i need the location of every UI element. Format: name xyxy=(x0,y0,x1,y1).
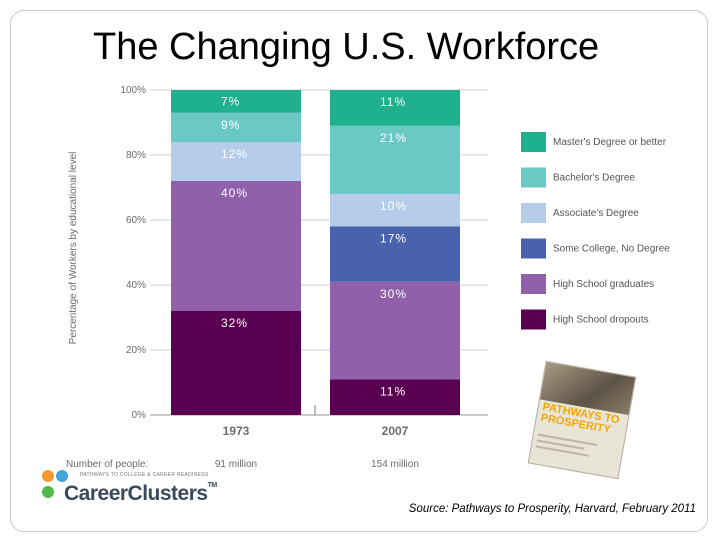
y-tick-label: 80% xyxy=(126,150,146,161)
logo-tagline: PATHWAYS TO COLLEGE & CAREER READINESS xyxy=(80,472,209,478)
bar-segment xyxy=(171,181,301,311)
bar-segment-label: 17% xyxy=(380,232,407,246)
bar-segment xyxy=(171,311,301,415)
bar-segment xyxy=(330,90,460,126)
legend-label: Bachelor's Degree xyxy=(553,173,635,184)
bar-segment-label: 9% xyxy=(221,118,240,132)
legend-label: Some College, No Degree xyxy=(553,244,670,255)
x-category-label: 2007 xyxy=(382,424,409,438)
chart-legend: Master's Degree or better Bachelor's Degr… xyxy=(521,132,670,330)
bar-segment xyxy=(330,194,460,227)
logo-trademark: TM xyxy=(207,482,218,489)
logo-wordmark: CareerClustersTM xyxy=(64,482,217,506)
legend-swatch xyxy=(521,132,546,152)
legend-swatch xyxy=(521,238,546,259)
legend-label: Master's Degree or better xyxy=(553,137,667,148)
bar-segment xyxy=(330,125,460,194)
people-label: Number of people: xyxy=(66,459,148,470)
legend-swatch xyxy=(521,274,546,294)
y-axis-ticks: 0% 20% 40% 60% 80% 100% xyxy=(120,85,146,421)
people-counts: Number of people: 91 million 154 million xyxy=(66,459,419,470)
bar-segment xyxy=(330,226,460,282)
legend-swatch xyxy=(521,309,546,330)
bar-segment-label: 7% xyxy=(221,94,240,108)
y-tick-label: 100% xyxy=(120,85,146,96)
bar-segment-label: 40% xyxy=(221,186,248,200)
legend-swatch xyxy=(521,167,546,188)
chart-bars: 32% 40% 12% 9% 7% 11% 30% 17% 10% 21% 11% xyxy=(171,90,460,415)
bar-segment-label: 32% xyxy=(221,316,248,330)
bar-segment-label: 10% xyxy=(380,199,407,213)
bar-segment-label: 30% xyxy=(380,287,407,301)
report-cover-image: PATHWAYS TO PROSPERITY xyxy=(527,360,637,480)
people-count: 154 million xyxy=(371,459,419,470)
career-clusters-logo: PATHWAYS TO COLLEGE & CAREER READINESS C… xyxy=(40,464,270,516)
y-tick-label: 60% xyxy=(126,215,146,226)
x-category-label: 1973 xyxy=(223,424,250,438)
bar-segment-label: 11% xyxy=(380,384,406,398)
slide-frame xyxy=(10,10,708,532)
y-tick-label: 20% xyxy=(126,345,146,356)
logo-dot-green xyxy=(42,486,54,498)
logo-wordmark-text: CareerClusters xyxy=(64,482,208,505)
x-axis-categories: 1973 2007 xyxy=(223,405,409,438)
legend-label: High School graduates xyxy=(553,279,654,290)
y-tick-label: 40% xyxy=(126,280,146,291)
legend-swatch xyxy=(521,203,546,223)
y-tick-label: 0% xyxy=(132,410,147,421)
bar-segment xyxy=(171,112,301,142)
people-count: 91 million xyxy=(215,459,257,470)
bar-segment-label: 21% xyxy=(380,131,407,145)
bar-segment xyxy=(171,142,301,181)
source-citation: Source: Pathways to Prosperity, Harvard,… xyxy=(408,503,696,515)
legend-label: Associate's Degree xyxy=(553,208,639,219)
bar-segment xyxy=(171,90,301,113)
bar-segment-label: 12% xyxy=(221,147,248,161)
y-axis-label: Percentage of Workers by educational lev… xyxy=(68,152,79,345)
logo-dot-blue xyxy=(56,470,68,482)
bar-segment xyxy=(330,379,460,415)
slide-title: The Changing U.S. Workforce xyxy=(93,26,600,68)
bar-segment xyxy=(330,281,460,380)
logo-dot-orange xyxy=(42,470,54,482)
legend-label: High School dropouts xyxy=(553,315,649,326)
bar-segment-label: 11% xyxy=(380,95,406,109)
